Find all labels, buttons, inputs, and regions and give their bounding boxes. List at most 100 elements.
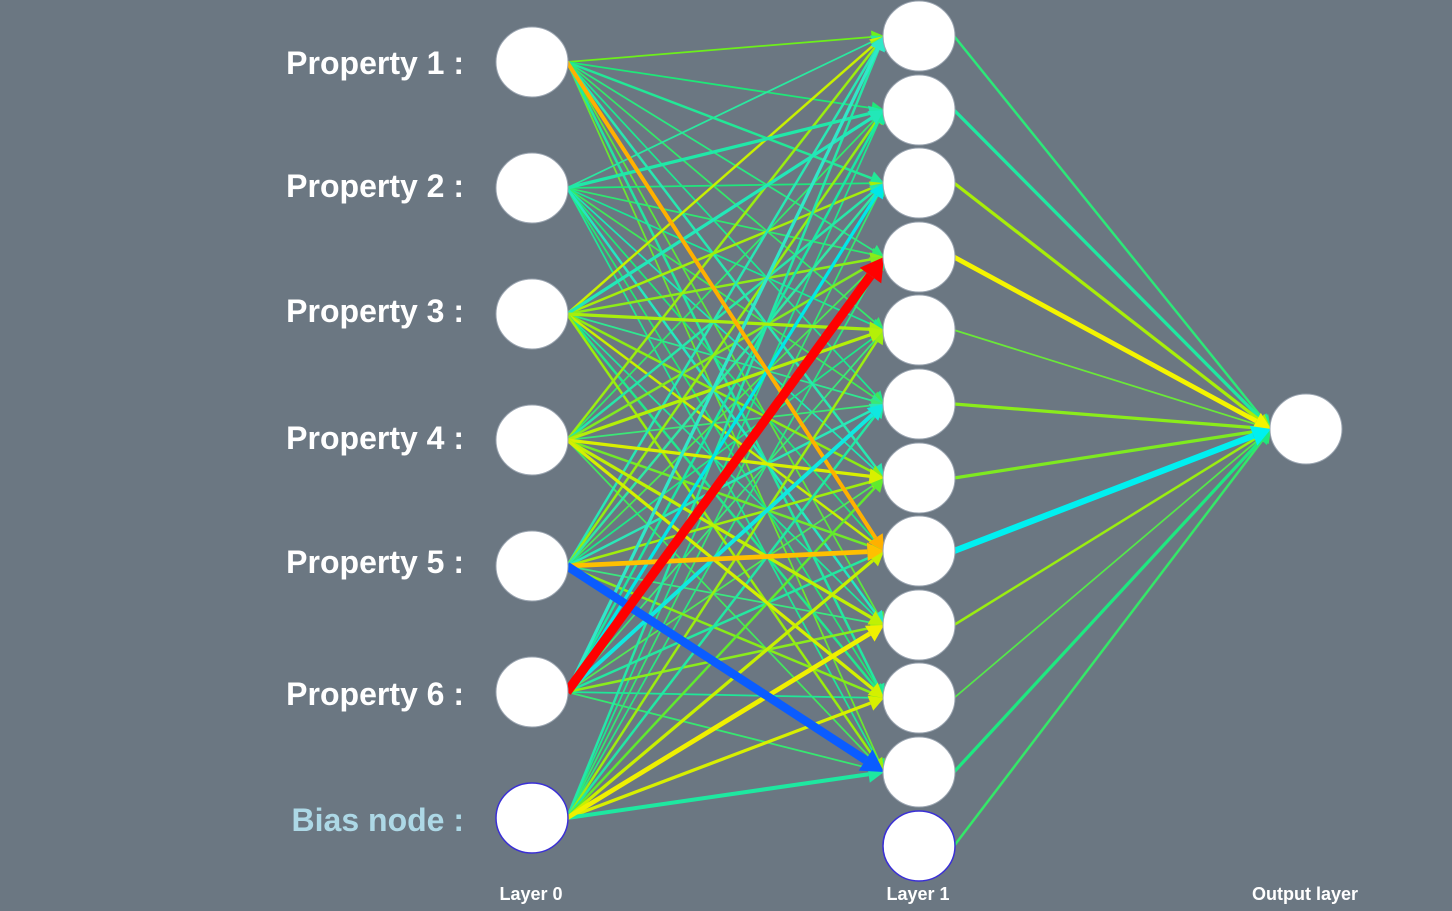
- input-node-6: [495, 656, 569, 728]
- edge-l1-8-to-output: [953, 435, 1261, 627]
- edge-l0-6-to-l1-2: [566, 193, 880, 819]
- input-node-4: [495, 404, 569, 476]
- edge-l0-6-to-l1-6: [566, 487, 876, 819]
- edge-l0-1-to-l1-0: [566, 40, 874, 189]
- edge-l0-6-to-l1-1: [566, 121, 880, 819]
- edge-l0-0-to-l1-8: [566, 61, 879, 615]
- edge-l0-3-to-l1-9: [565, 438, 874, 691]
- input-node-2: [495, 152, 569, 224]
- edge-l0-5-to-l1-6: [566, 484, 875, 693]
- edge-l0-6-to-l1-7: [565, 559, 874, 820]
- edge-l0-3-to-l1-8-arrowhead: [867, 610, 884, 625]
- edge-l0-2-to-l1-2: [566, 187, 873, 316]
- edge-l0-6-to-l1-3: [566, 267, 879, 819]
- edge-l1-11-to-output: [953, 438, 1264, 847]
- input-label-property-1: Property 1 :: [286, 45, 464, 81]
- hidden-node-6: [882, 368, 956, 440]
- edge-l0-1-to-l1-2: [566, 182, 872, 189]
- hidden-node-4: [882, 221, 956, 293]
- edge-l0-2-to-l1-0: [566, 43, 875, 315]
- edge-l0-3-to-l1-7: [566, 438, 872, 548]
- edge-l0-3-to-l1-3: [566, 262, 873, 442]
- input-label-property-3: Property 3 :: [286, 293, 464, 329]
- bias-node-layer0: [495, 782, 569, 854]
- output-layer-label: Output layer: [1251, 884, 1359, 904]
- edge-l1-0-to-output: [953, 35, 1264, 420]
- edge-l0-1-to-l1-1: [566, 111, 871, 190]
- edge-l0-2-to-l1-1-arrowhead: [867, 110, 884, 125]
- edge-l0-0-to-l1-7-arrowhead: [868, 533, 884, 551]
- edge-l0-2-to-l1-10: [565, 313, 878, 762]
- edge-l0-4-to-l1-7: [566, 549, 868, 569]
- edge-l0-5-to-l1-7: [566, 555, 873, 694]
- edge-l0-6-to-l1-4: [565, 340, 878, 819]
- edge-l0-2-to-l1-3: [566, 258, 871, 316]
- edge-l0-4-to-l1-10-arrowhead: [858, 749, 884, 772]
- edge-l0-5-to-l1-2-arrowhead: [869, 183, 884, 200]
- hidden-node-2: [882, 74, 956, 146]
- edge-l0-4-to-l1-1: [565, 120, 878, 567]
- edge-l0-3-to-l1-0: [566, 45, 877, 441]
- edge-l0-6-to-l1-4-arrowhead: [870, 330, 884, 346]
- layer-1-label: Layer 1: [886, 884, 950, 904]
- edges-layer0-to-layer1: [563, 30, 886, 821]
- input-node-5: [495, 530, 569, 602]
- edges-layer1-to-output: [952, 35, 1271, 847]
- hidden-node-9: [882, 589, 956, 661]
- edge-l0-6-to-l1-8-arrowhead: [864, 625, 884, 642]
- hidden-node-3: [882, 147, 956, 219]
- input-label-property-4: Property 4 :: [286, 420, 464, 456]
- edge-l0-4-to-l1-0: [565, 46, 879, 567]
- edge-l0-2-to-l1-7: [566, 312, 874, 544]
- edge-l0-6-to-l1-8: [565, 631, 872, 821]
- input-label-property-5: Property 5 :: [286, 544, 464, 580]
- edge-l0-3-to-l1-6-arrowhead: [868, 468, 884, 485]
- edge-l0-4-to-l1-2: [566, 192, 877, 567]
- edge-l0-3-to-l1-6: [566, 438, 870, 478]
- edge-l0-6-to-l1-10: [566, 772, 869, 820]
- edge-l1-6-to-output: [953, 429, 1257, 480]
- edge-l0-1-to-l1-5: [566, 187, 875, 398]
- hidden-node-8: [882, 515, 956, 587]
- edge-l0-2-to-l1-4: [566, 312, 870, 331]
- edge-l0-5-to-l1-2: [565, 194, 878, 693]
- edge-l0-4-to-l1-4: [566, 336, 875, 567]
- hidden-node-11: [882, 736, 956, 808]
- edge-l0-5-to-l1-9: [566, 691, 872, 699]
- edge-l0-0-to-l1-0: [566, 36, 872, 63]
- edge-l1-5-to-output: [953, 402, 1257, 430]
- edge-l0-3-to-l1-2: [566, 190, 875, 441]
- edge-l0-3-to-l1-5: [566, 404, 872, 441]
- edge-l0-4-to-l1-6: [566, 480, 872, 568]
- edge-l1-3-to-output-arrowhead: [1251, 412, 1271, 430]
- input-label-property-2: Property 2 :: [286, 168, 464, 204]
- layer-0-label: Layer 0: [499, 884, 563, 904]
- edge-l0-5-to-l1-0-arrowhead: [870, 36, 885, 53]
- edge-l0-4-to-l1-3: [566, 265, 876, 567]
- edge-l0-4-to-l1-10: [564, 562, 868, 764]
- edge-l0-6-to-l1-9-arrowhead: [867, 695, 884, 711]
- edge-l0-6-to-l1-0: [565, 48, 881, 819]
- hidden-node-1: [882, 0, 956, 72]
- edge-l0-4-to-l1-8: [566, 565, 872, 624]
- input-label-property-6: Property 6 :: [286, 676, 464, 712]
- edge-l0-5-to-l1-5-arrowhead: [866, 404, 884, 421]
- edge-l1-10-to-output: [952, 438, 1263, 774]
- edge-l1-2-to-output: [953, 181, 1261, 422]
- edge-l0-2-to-l1-1: [566, 116, 873, 316]
- edge-l0-5-to-l1-0: [565, 48, 880, 693]
- edge-l0-2-to-l1-6: [566, 312, 873, 473]
- hidden-node-10: [882, 662, 956, 734]
- edge-l1-9-to-output: [953, 436, 1263, 699]
- input-node-1: [495, 26, 569, 98]
- edge-l1-3-to-output: [952, 254, 1258, 424]
- edge-l0-1-to-l1-3: [566, 187, 873, 256]
- edge-l1-1-to-output: [952, 108, 1262, 420]
- output-node: [1269, 393, 1343, 465]
- edge-l0-3-to-l1-4-arrowhead: [867, 327, 884, 343]
- bias-node-label: Bias node :: [291, 802, 464, 838]
- edge-l0-4-to-l1-7-arrowhead: [866, 542, 884, 562]
- edge-l0-5-to-l1-3: [563, 272, 875, 695]
